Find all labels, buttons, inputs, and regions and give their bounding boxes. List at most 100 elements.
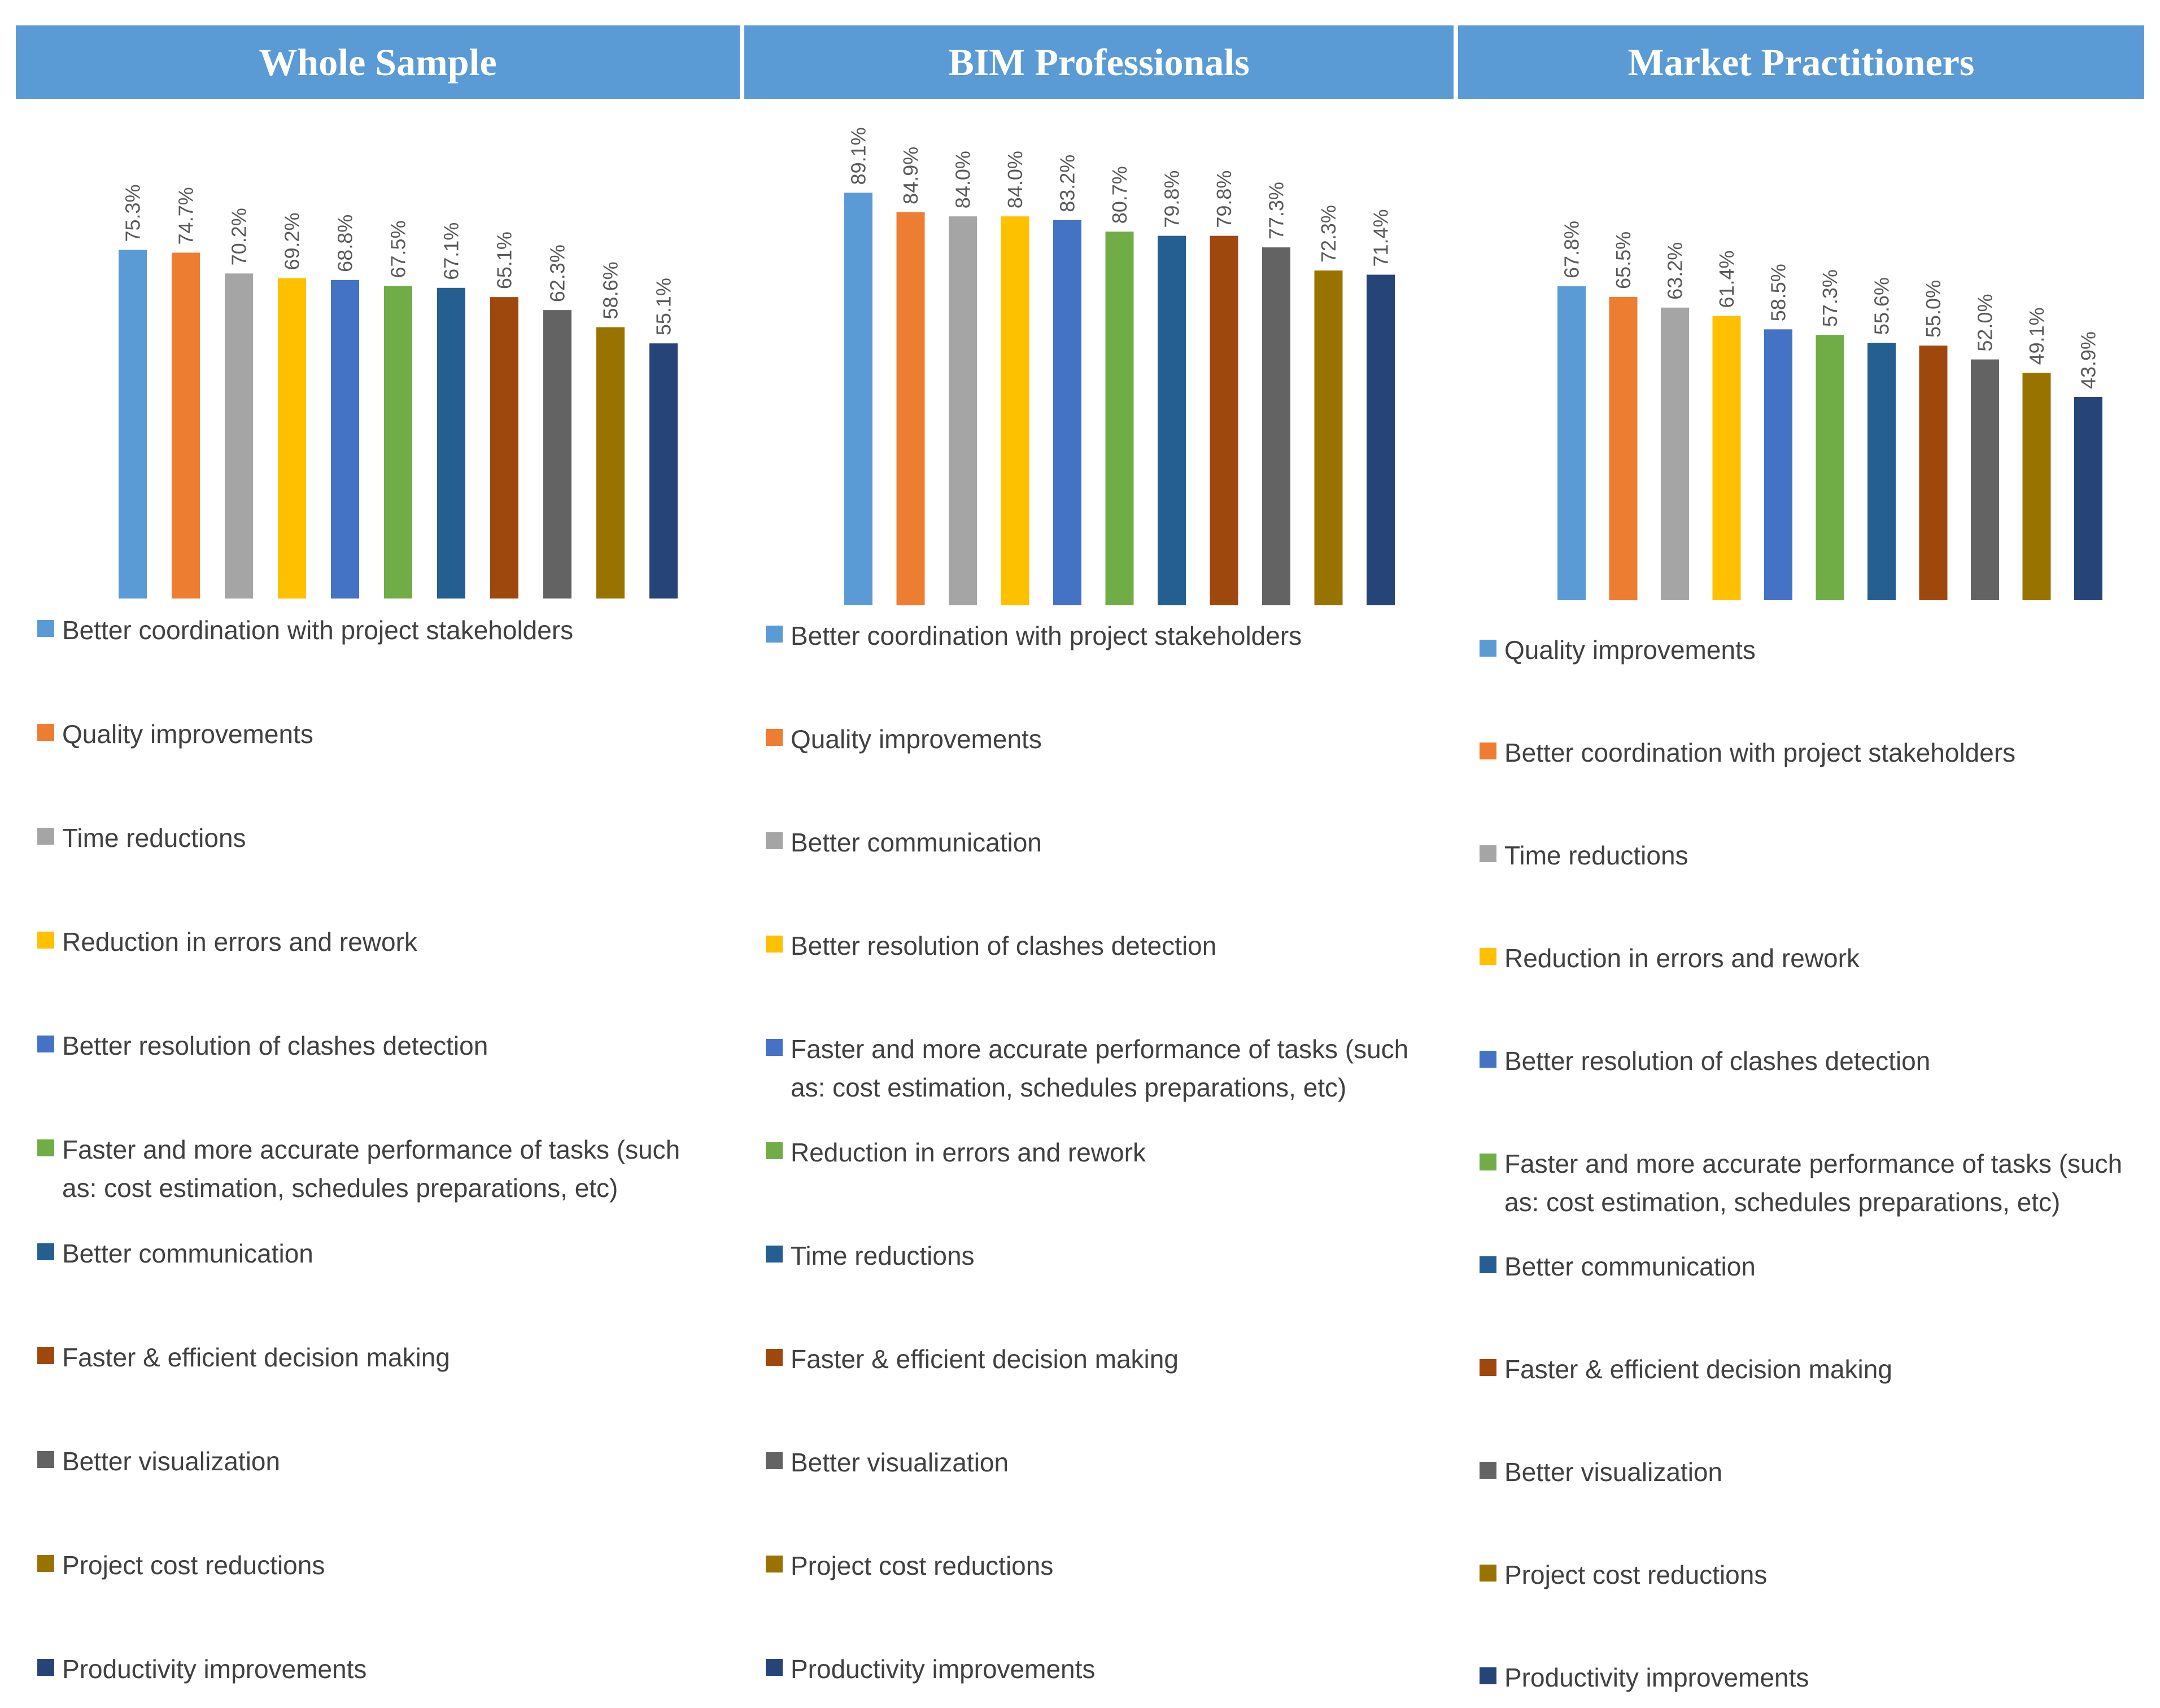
bar-value-label: 74.7% — [174, 187, 198, 244]
panel-title: Whole Sample — [16, 25, 740, 99]
legend-swatch — [1480, 1565, 1496, 1582]
bar-value-label: 75.3% — [121, 184, 145, 242]
legend-item: Reduction in errors and rework — [1480, 939, 2160, 977]
bar — [331, 279, 359, 599]
bar — [1764, 329, 1792, 600]
bar-chart-market-practitioners: 67.8% 65.5% 63.2% 61.4% 58.5% 57.3% 55.6% 55.0%… — [1557, 221, 2102, 600]
bar-value-label: 62.3% — [546, 244, 569, 302]
legend-swatch — [766, 1246, 783, 1263]
bar-value-label: 49.1% — [2025, 307, 2048, 365]
legend-swatch — [1480, 640, 1496, 657]
legend-item: Better visualization — [1480, 1453, 2160, 1491]
legend-label: Better coordination with project stakeho… — [1504, 738, 2016, 767]
legend-swatch — [37, 724, 54, 741]
legend-swatch — [37, 1555, 54, 1572]
bar — [1919, 346, 1948, 600]
legend-item: Faster and more accurate performance of … — [37, 1130, 740, 1207]
legend-swatch — [766, 626, 783, 643]
legend-swatch — [1480, 1051, 1496, 1068]
bar-value-label: 80.7% — [1108, 166, 1131, 224]
legend-label: Better visualization — [1504, 1457, 1723, 1487]
bar-value-label: 67.1% — [440, 222, 463, 280]
bar-value-label: 70.2% — [228, 208, 251, 265]
legend-label: Better resolution of clashes detection — [791, 931, 1217, 960]
legend-label: Project cost reductions — [62, 1550, 325, 1580]
bar-value-label: 77.3% — [1265, 182, 1288, 239]
legend-item: Faster & efficient decision making — [766, 1340, 1468, 1378]
legend-item: Productivity improvements — [766, 1650, 1468, 1688]
bar-value-label: 72.3% — [1317, 205, 1340, 263]
bar — [437, 287, 465, 599]
bar — [949, 216, 977, 605]
bar — [1712, 316, 1741, 600]
legend-swatch — [37, 932, 54, 949]
legend-item: Better resolution of clashes detection — [766, 927, 1468, 965]
legend-item: Productivity improvements — [1480, 1658, 2160, 1697]
legend-item: Better coordination with project stakeho… — [766, 617, 1468, 655]
legend-swatch — [1480, 1359, 1496, 1376]
bar — [2022, 373, 2051, 600]
legend-label: Project cost reductions — [1504, 1560, 1768, 1589]
bar — [543, 310, 571, 599]
bar — [490, 297, 518, 599]
legend-item: Time reductions — [37, 819, 740, 857]
legend-label: Time reductions — [62, 823, 246, 853]
legend-market-practitioners: Quality improvements Better coordination … — [1458, 0, 2144, 1708]
bar — [649, 343, 678, 599]
legend-item: Better communication — [1480, 1247, 2160, 1286]
legend-swatch — [37, 1659, 54, 1676]
legend-swatch — [766, 936, 783, 953]
legend-item: Time reductions — [1480, 836, 2160, 875]
legend-item: Better coordination with project stakeho… — [1480, 733, 2160, 772]
legend-label: Better communication — [62, 1239, 313, 1268]
legend-item: Faster & efficient decision making — [1480, 1350, 2160, 1388]
bar — [1867, 343, 1896, 600]
legend-item: Time reductions — [766, 1237, 1468, 1275]
legend-label: Faster and more accurate performance of … — [1504, 1149, 2123, 1217]
bar — [1158, 235, 1186, 605]
legend-swatch — [766, 1659, 783, 1676]
bar-value-label: 84.0% — [1003, 151, 1027, 208]
legend-label: Reduction in errors and rework — [1504, 943, 1860, 973]
legend-item: Productivity improvements — [37, 1650, 740, 1688]
legend-label: Quality improvements — [1504, 635, 1756, 665]
bar-value-label: 58.5% — [1767, 264, 1790, 321]
bar-value-label: 69.2% — [281, 212, 304, 270]
bar — [172, 252, 200, 599]
bar — [1367, 274, 1395, 605]
legend-label: Productivity improvements — [1504, 1663, 1809, 1692]
legend-item: Better resolution of clashes detection — [1480, 1042, 2160, 1080]
legend-item: Better resolution of clashes detection — [37, 1026, 740, 1065]
legend-label: Better coordination with project stakeho… — [791, 621, 1302, 650]
legend-item: Faster & efficient decision making — [37, 1338, 740, 1377]
legend-item: Better coordination with project stakeho… — [37, 611, 740, 649]
legend-swatch — [37, 1243, 54, 1260]
legend-swatch — [1480, 1667, 1496, 1684]
legend-swatch — [37, 828, 54, 845]
bar — [1609, 296, 1638, 600]
legend-bim-professionals: Better coordination with project stakeho… — [744, 0, 1454, 1708]
legend-item: Quality improvements — [37, 715, 740, 753]
legend-item: Faster and more accurate performance of … — [766, 1030, 1468, 1107]
legend-swatch — [766, 832, 783, 849]
bar-value-label: 58.6% — [599, 261, 622, 319]
legend-item: Quality improvements — [1480, 631, 2160, 669]
legend-item: Better visualization — [37, 1442, 740, 1480]
bar — [1557, 286, 1586, 600]
legend-label: Faster & efficient decision making — [791, 1344, 1179, 1374]
bar — [278, 278, 306, 599]
legend-swatch — [766, 1556, 783, 1572]
legend-swatch — [1480, 948, 1496, 965]
legend-label: Reduction in errors and rework — [791, 1138, 1146, 1167]
legend-label: Better visualization — [62, 1447, 281, 1476]
legend-label: Better communication — [791, 828, 1042, 857]
panel-whole-sample: Whole Sample 75.3% 74.7% 70.2% 69.2% 68.8% 67… — [16, 0, 740, 1708]
bar-value-label: 79.8% — [1160, 171, 1184, 228]
bar — [1001, 216, 1029, 605]
bar-value-label: 67.5% — [387, 220, 410, 278]
bar-value-label: 63.2% — [1664, 242, 1687, 300]
bar — [1816, 335, 1844, 600]
panel-bim-professionals: BIM Professionals 89.1% 84.9% 84.0% 84.0% 83… — [744, 0, 1454, 1708]
bar — [1262, 247, 1290, 605]
bar-value-label: 65.1% — [493, 231, 516, 289]
